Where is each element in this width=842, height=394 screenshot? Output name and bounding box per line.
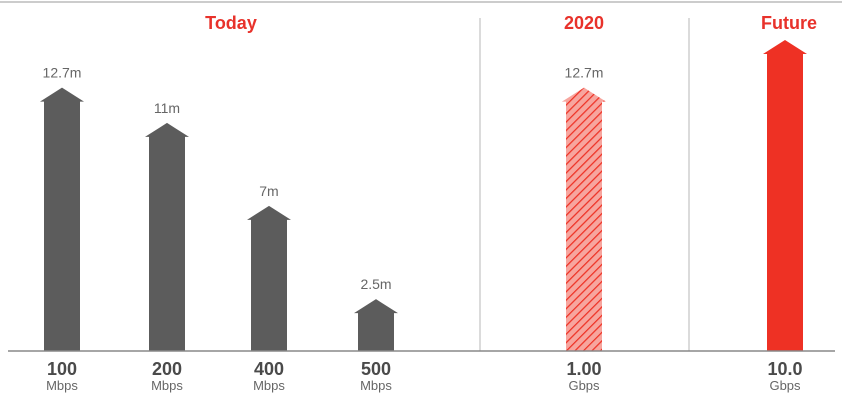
arrow-bar bbox=[145, 122, 189, 351]
category-unit: Mbps bbox=[46, 378, 78, 393]
category-value: 200 bbox=[152, 359, 182, 379]
arrow-bar bbox=[763, 40, 807, 351]
category-unit: Mbps bbox=[151, 378, 183, 393]
section-title: Today bbox=[205, 13, 257, 33]
data-label: 12.7m bbox=[565, 65, 604, 81]
data-label: 11m bbox=[154, 100, 180, 116]
arrow-bar bbox=[354, 299, 398, 351]
section-title: Future bbox=[761, 13, 817, 33]
data-label: 12.7m bbox=[43, 65, 82, 81]
arrow-bar bbox=[562, 87, 606, 351]
category-value: 1.00 bbox=[566, 359, 601, 379]
data-label: 7m bbox=[259, 183, 278, 199]
category-unit: Gbps bbox=[769, 378, 801, 393]
arrow-bar bbox=[247, 205, 291, 351]
category-unit: Mbps bbox=[360, 378, 392, 393]
arrow-bar bbox=[40, 87, 84, 351]
category-unit: Gbps bbox=[568, 378, 600, 393]
section-title: 2020 bbox=[564, 13, 604, 33]
data-label: 2.5m bbox=[360, 276, 391, 292]
category-value: 100 bbox=[47, 359, 77, 379]
category-value: 500 bbox=[361, 359, 391, 379]
category-unit: Mbps bbox=[253, 378, 285, 393]
category-value: 10.0 bbox=[767, 359, 802, 379]
category-value: 400 bbox=[254, 359, 284, 379]
